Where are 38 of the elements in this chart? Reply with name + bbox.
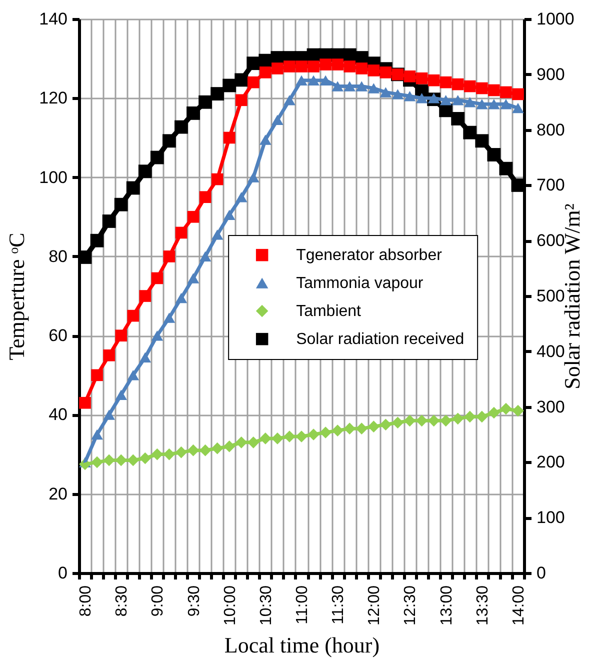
- y2-tick-label: 200: [536, 452, 565, 472]
- legend-label: Tgenerator absorber: [296, 247, 443, 264]
- x-tick-label: 11:30: [330, 585, 348, 624]
- x-tick-label: 8:00: [78, 585, 95, 617]
- y2-tick-label: 500: [536, 286, 565, 306]
- y-tick-label: 40: [48, 405, 68, 424]
- x-axis-title: Local time (hour): [224, 632, 380, 658]
- legend-label: Tammonia vapour: [296, 275, 424, 292]
- legend-label: Solar radiation received: [296, 331, 464, 348]
- x-tick-label: 8:30: [114, 585, 131, 617]
- y2-tick-label: 700: [536, 176, 565, 195]
- y-tick-label: 140: [39, 10, 68, 28]
- y2-tick-label: 600: [536, 231, 565, 250]
- y2-tick-label: 400: [536, 342, 565, 361]
- y-tick-label: 20: [48, 484, 68, 504]
- y2-tick-label: 900: [536, 64, 565, 84]
- x-tick-label: 13:30: [474, 585, 492, 626]
- y-tick-label: 100: [39, 168, 68, 187]
- x-tick-label: 11:00: [294, 585, 311, 624]
- y2-tick-label: 800: [536, 120, 565, 140]
- y-tick-label: 60: [48, 326, 68, 346]
- y2-tick-label: 100: [536, 508, 565, 528]
- y2-tick-label: 0: [536, 564, 546, 582]
- y-axis-title: Temperture ᵒC: [4, 232, 30, 360]
- x-tick-label: 12:00: [366, 585, 384, 626]
- y-tick-label: 0: [58, 564, 68, 582]
- x-tick-label: 14:00: [510, 585, 528, 626]
- x-tick-label: 13:00: [438, 585, 456, 626]
- y2-tick-label: 300: [536, 397, 565, 416]
- y-tick-label: 80: [48, 246, 68, 266]
- y2-tick-label: 1000: [536, 10, 574, 28]
- y-tick-label: 120: [39, 88, 68, 108]
- x-tick-label: 9:30: [186, 585, 203, 617]
- x-tick-label: 9:00: [150, 585, 167, 617]
- x-tick-label: 12:30: [402, 585, 420, 626]
- legend-label: Tambient: [296, 303, 362, 320]
- x-tick-label: 10:00: [222, 585, 239, 626]
- x-tick-label: 10:30: [258, 585, 275, 626]
